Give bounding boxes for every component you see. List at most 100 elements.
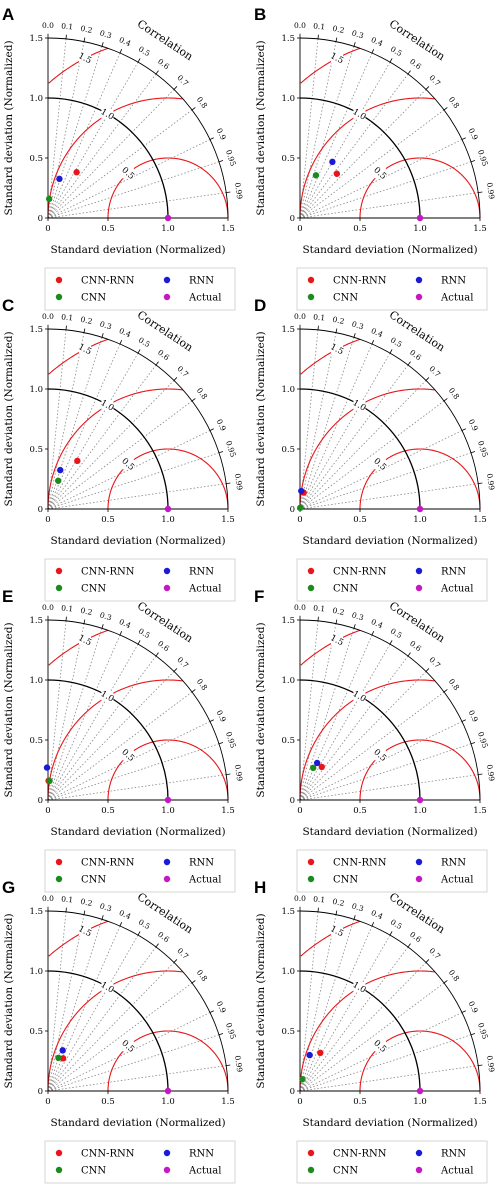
point-cnn-rnn [317, 1050, 323, 1056]
correlation-tick-label: 0.95 [224, 149, 238, 168]
correlation-tick [174, 377, 177, 380]
legend-label: RNN [441, 858, 466, 869]
y-axis-title: Standard deviation (Normalized) [255, 622, 267, 797]
y-tick-label: 0.5 [29, 154, 43, 164]
y-tick-label: 1.5 [281, 616, 295, 626]
correlation-tick-label: 0.7 [427, 73, 442, 88]
x-tick-label: 1.0 [161, 1097, 175, 1107]
panel-label: C [2, 296, 14, 315]
correlation-tick-label: 0.1 [313, 312, 326, 322]
correlation-ray [48, 337, 102, 509]
correlation-ray [300, 53, 372, 218]
x-tick-label: 1.5 [473, 224, 487, 234]
correlation-ray [300, 42, 336, 218]
correlation-tick-label: 0.3 [99, 610, 113, 622]
y-tick-label: 0 [290, 214, 295, 224]
legend-marker [416, 1150, 422, 1156]
legend-label: RNN [441, 567, 466, 578]
point-rnn [59, 1047, 65, 1053]
legend-marker [164, 859, 170, 865]
y-tick-label: 0 [290, 796, 295, 806]
y-tick-label: 1.5 [29, 34, 43, 44]
legend-label: Actual [188, 875, 221, 886]
legend-label: CNN-RNN [333, 858, 387, 869]
point-cnn [46, 778, 52, 784]
correlation-tick-label: 0.95 [476, 440, 490, 459]
legend-marker [416, 294, 422, 300]
correlation-tick-label: 0.1 [61, 894, 74, 904]
legend-label: RNN [189, 567, 214, 578]
correlation-tick-label: 0.5 [389, 626, 404, 640]
legend-marker [416, 585, 422, 591]
legend-marker [308, 876, 314, 882]
correlation-tick [354, 333, 355, 337]
correlation-tick [174, 959, 177, 962]
y-axis-title: Standard deviation (Normalized) [3, 40, 15, 215]
correlation-ray [48, 983, 192, 1091]
y-tick-label: 0 [38, 214, 43, 224]
y-tick-label: 0 [290, 505, 295, 515]
correlation-tick-label: 0.99 [233, 473, 244, 491]
correlation-tick [192, 398, 195, 401]
legend-label: CNN-RNN [81, 858, 135, 869]
correlation-ray [48, 915, 84, 1091]
correlation-tick-label: 0.6 [408, 930, 423, 944]
legend-label: Actual [188, 584, 221, 595]
correlation-ray [300, 193, 478, 218]
correlation-ray [48, 74, 156, 218]
correlation-tick-label: 0.9 [467, 127, 480, 142]
x-tick-label: 1.5 [221, 224, 235, 234]
correlation-ray [48, 333, 84, 509]
correlation-tick-label: 0.8 [195, 95, 209, 110]
correlation-tick-label: 0.0 [294, 603, 306, 612]
correlation-tick-label: 0.5 [137, 44, 152, 58]
correlation-tick-label: 0.1 [61, 312, 74, 322]
correlation-tick [174, 86, 177, 89]
correlation-tick-label: 0.99 [485, 764, 496, 782]
legend-marker [308, 294, 314, 300]
rms-arc [301, 630, 360, 665]
correlation-tick-label: 0.5 [389, 917, 404, 931]
x-tick-label: 0.5 [353, 515, 367, 525]
x-tick-label: 0 [297, 515, 302, 525]
correlation-ray [300, 74, 408, 218]
correlation-ray [48, 401, 192, 509]
point-rnn [298, 488, 304, 494]
point-rnn [44, 764, 50, 770]
correlation-tick [120, 49, 122, 53]
correlation-tick-label: 0.7 [175, 655, 190, 670]
x-tick-label: 0 [297, 806, 302, 816]
correlation-tick-label: 0.0 [294, 21, 306, 30]
x-tick-label: 1.0 [161, 515, 175, 525]
y-tick-label: 1.5 [29, 325, 43, 335]
correlation-tick [372, 340, 374, 344]
correlation-tick [138, 640, 140, 644]
point-cnn [55, 478, 61, 484]
correlation-ray [300, 628, 354, 800]
correlation-tick [444, 398, 447, 401]
correlation-tick-label: 0.0 [294, 894, 306, 903]
panel-label: B [254, 5, 266, 24]
correlation-tick-label: 0.95 [476, 1022, 490, 1041]
correlation-tick-label: 0.1 [313, 21, 326, 31]
correlation-ray [48, 42, 84, 218]
legend-marker [56, 1150, 62, 1156]
correlation-tick [390, 58, 392, 62]
correlation-ray [48, 775, 226, 800]
correlation-tick-label: 0.2 [80, 24, 94, 35]
correlation-tick [478, 192, 482, 193]
outer-arc [48, 329, 228, 509]
correlation-tick [120, 631, 122, 635]
correlation-tick-label: 0.7 [427, 946, 442, 961]
correlation-tick-label: 0.5 [389, 335, 404, 349]
correlation-tick-label: 0.7 [175, 364, 190, 379]
x-tick-label: 1.5 [221, 515, 235, 525]
x-tick-label: 0.5 [101, 1097, 115, 1107]
correlation-tick-label: 0.4 [370, 617, 385, 630]
correlation-tick [138, 931, 140, 935]
x-tick-label: 0 [297, 1097, 302, 1107]
point-rnn [57, 467, 63, 473]
legend-label: Actual [440, 293, 473, 304]
